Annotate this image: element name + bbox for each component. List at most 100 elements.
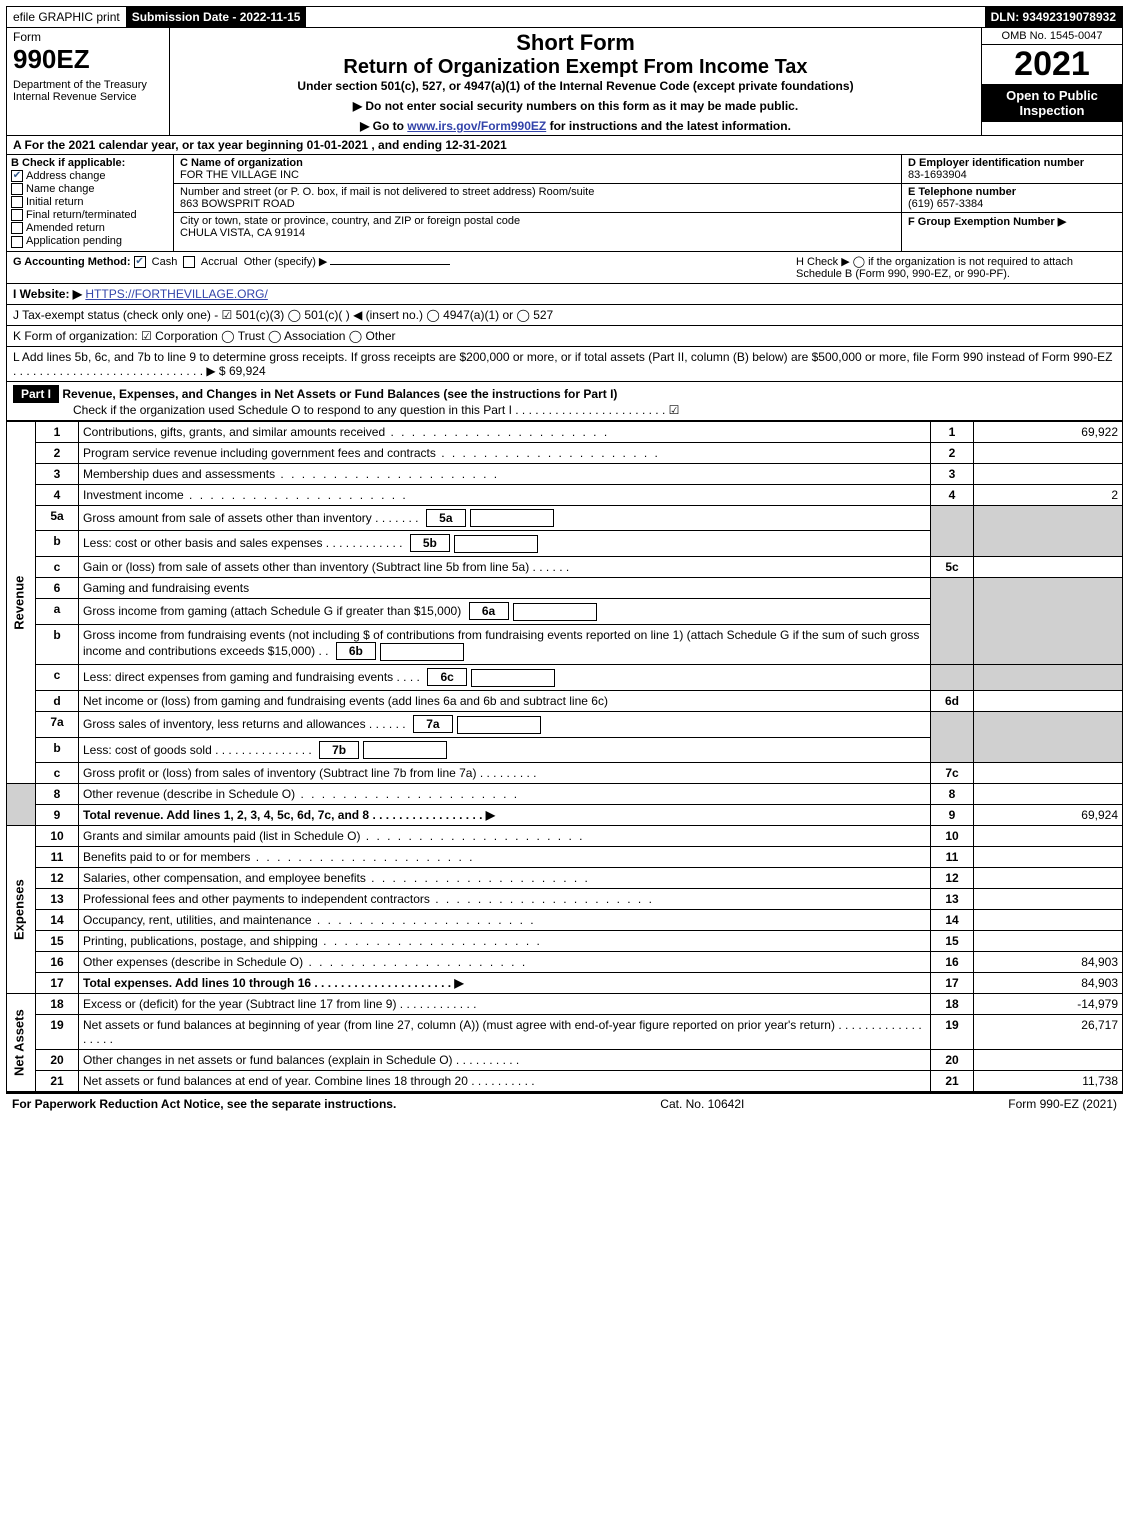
line-19-desc: Net assets or fund balances at beginning…: [83, 1018, 835, 1032]
line-3-ref: 3: [931, 463, 974, 484]
line-8-num: 8: [36, 784, 79, 805]
line-21-amt: 11,738: [974, 1071, 1123, 1092]
expenses-side-label: Expenses: [7, 826, 36, 994]
lbl-name-change: Name change: [26, 183, 95, 195]
phone-value: (619) 657-3384: [908, 198, 983, 210]
line-19-ref: 19: [931, 1015, 974, 1050]
line-15-desc: Printing, publications, postage, and shi…: [83, 934, 318, 948]
cb-name-change[interactable]: [11, 183, 23, 195]
other-method-input[interactable]: [330, 264, 450, 265]
line-18-amt: -14,979: [974, 994, 1123, 1015]
line-7c-num: c: [36, 763, 79, 784]
line-8-ref: 8: [931, 784, 974, 805]
cb-application-pending[interactable]: [11, 236, 23, 248]
line-6a-subamt[interactable]: [513, 603, 597, 621]
cb-address-change[interactable]: [11, 170, 23, 182]
line-20-desc: Other changes in net assets or fund bala…: [83, 1053, 453, 1067]
line-7c-desc: Gross profit or (loss) from sales of inv…: [83, 766, 476, 780]
line-20-ref: 20: [931, 1050, 974, 1071]
row-i-website: I Website: ▶ HTTPS://FORTHEVILLAGE.ORG/: [6, 284, 1123, 305]
line-3-amt: [974, 463, 1123, 484]
line-10-num: 10: [36, 826, 79, 847]
line-6a-desc: Gross income from gaming (attach Schedul…: [83, 604, 461, 618]
ein-value: 83-1693904: [908, 169, 967, 181]
cb-cash[interactable]: [134, 256, 146, 268]
lbl-application-pending: Application pending: [26, 235, 122, 247]
line-15-num: 15: [36, 931, 79, 952]
line-11-desc: Benefits paid to or for members: [83, 850, 250, 864]
line-8-desc: Other revenue (describe in Schedule O): [83, 787, 295, 801]
ein-label: D Employer identification number: [908, 157, 1084, 169]
line-14-amt: [974, 910, 1123, 931]
line-4-ref: 4: [931, 484, 974, 505]
line-5a-desc: Gross amount from sale of assets other t…: [83, 511, 372, 525]
addr-label: Number and street (or P. O. box, if mail…: [180, 186, 594, 198]
row-l-gross-receipts: L Add lines 5b, 6c, and 7b to line 9 to …: [6, 347, 1123, 382]
part-i-header: Part I Revenue, Expenses, and Changes in…: [6, 382, 1123, 421]
line-7b-sub: 7b: [319, 741, 359, 759]
column-c: C Name of organization FOR THE VILLAGE I…: [174, 155, 901, 251]
website-link[interactable]: HTTPS://FORTHEVILLAGE.ORG/: [85, 287, 267, 301]
cb-initial-return[interactable]: [11, 196, 23, 208]
line-2-num: 2: [36, 442, 79, 463]
line-5b-desc: Less: cost or other basis and sales expe…: [83, 536, 322, 550]
page-footer: For Paperwork Reduction Act Notice, see …: [6, 1092, 1123, 1114]
line-2-desc: Program service revenue including govern…: [83, 446, 436, 460]
line-5b-subamt[interactable]: [454, 535, 538, 553]
top-bar: efile GRAPHIC print Submission Date - 20…: [6, 6, 1123, 28]
line-14-ref: 14: [931, 910, 974, 931]
line-12-amt: [974, 868, 1123, 889]
line-5b-sub: 5b: [410, 534, 450, 552]
line-7a-subamt[interactable]: [457, 716, 541, 734]
short-form-title: Short Form: [178, 30, 973, 56]
cb-accrual[interactable]: [183, 256, 195, 268]
lbl-amended-return: Amended return: [26, 222, 105, 234]
cb-amended-return[interactable]: [11, 222, 23, 234]
line-16-desc: Other expenses (describe in Schedule O): [83, 955, 303, 969]
line-8-amt: [974, 784, 1123, 805]
lbl-cash: Cash: [152, 256, 178, 268]
website-label: I Website: ▶: [13, 287, 82, 301]
line-7b-subamt[interactable]: [363, 741, 447, 759]
netassets-side-label: Net Assets: [7, 994, 36, 1092]
department: Department of the Treasury Internal Reve…: [13, 79, 163, 103]
line-6c-num: c: [36, 664, 79, 690]
line-6c-subamt[interactable]: [471, 669, 555, 687]
line-17-amt: 84,903: [974, 973, 1123, 994]
lbl-initial-return: Initial return: [26, 196, 83, 208]
line-16-ref: 16: [931, 952, 974, 973]
org-name: FOR THE VILLAGE INC: [180, 169, 299, 181]
line-17-desc: Total expenses. Add lines 10 through 16 …: [83, 976, 464, 990]
instruction-ssn: ▶ Do not enter social security numbers o…: [178, 99, 973, 113]
line-6a-num: a: [36, 599, 79, 625]
line-5a-subamt[interactable]: [470, 509, 554, 527]
line-15-amt: [974, 931, 1123, 952]
line-5c-amt: [974, 557, 1123, 578]
cb-final-return[interactable]: [11, 209, 23, 221]
line-6a-sub: 6a: [469, 602, 509, 620]
line-3-desc: Membership dues and assessments: [83, 467, 275, 481]
line-16-amt: 84,903: [974, 952, 1123, 973]
line-table: Revenue 1 Contributions, gifts, grants, …: [6, 421, 1123, 1093]
line-6b-num: b: [36, 625, 79, 665]
line-7c-amt: [974, 763, 1123, 784]
lbl-final-return: Final return/terminated: [26, 209, 137, 221]
line-21-desc: Net assets or fund balances at end of ye…: [83, 1074, 468, 1088]
line-11-ref: 11: [931, 847, 974, 868]
efile-print[interactable]: efile GRAPHIC print: [7, 7, 126, 27]
line-5b-num: b: [36, 531, 79, 557]
instruction-goto: ▶ Go to www.irs.gov/Form990EZ for instru…: [178, 119, 973, 133]
irs-link[interactable]: www.irs.gov/Form990EZ: [407, 119, 546, 133]
line-7a-sub: 7a: [413, 715, 453, 733]
part-i-label: Part I: [13, 385, 59, 403]
line-6b-desc: Gross income from fundraising events (no…: [83, 628, 919, 658]
line-7a-num: 7a: [36, 711, 79, 737]
line-6b-subamt[interactable]: [380, 643, 464, 661]
line-6d-desc: Net income or (loss) from gaming and fun…: [79, 690, 931, 711]
line-21-ref: 21: [931, 1071, 974, 1092]
line-9-amt: 69,924: [974, 805, 1123, 826]
dln: DLN: 93492319078932: [985, 7, 1122, 27]
line-18-num: 18: [36, 994, 79, 1015]
line-10-desc: Grants and similar amounts paid (list in…: [83, 829, 360, 843]
footer-form-ref: Form 990-EZ (2021): [1008, 1097, 1117, 1111]
